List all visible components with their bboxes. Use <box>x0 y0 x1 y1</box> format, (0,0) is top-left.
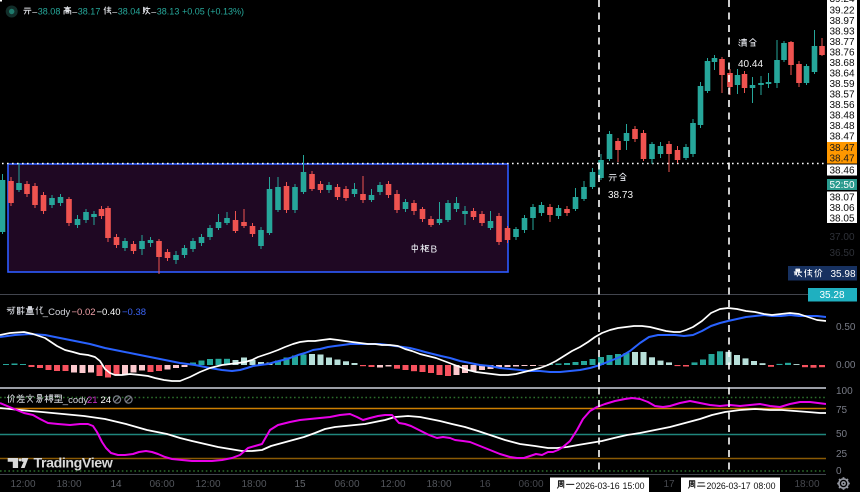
svg-text:38.46: 38.46 <box>829 166 854 177</box>
svg-text:38.48: 38.48 <box>829 111 854 122</box>
svg-text:35.98: 35.98 <box>830 269 855 280</box>
svg-text:39.24: 39.24 <box>829 0 854 5</box>
svg-text:38.13: 38.13 <box>157 7 180 17</box>
svg-text:38.57: 38.57 <box>829 90 854 101</box>
svg-text:38.76: 38.76 <box>829 48 854 59</box>
svg-text:06:00: 06:00 <box>334 479 359 490</box>
svg-text:38.56: 38.56 <box>829 100 854 111</box>
svg-text:24: 24 <box>101 395 112 406</box>
svg-text:06:00: 06:00 <box>518 479 543 490</box>
svg-text:–: – <box>32 7 37 17</box>
svg-text:52:50: 52:50 <box>829 180 854 191</box>
svg-text:12:00: 12:00 <box>380 479 405 490</box>
svg-text:38.73: 38.73 <box>608 190 633 201</box>
svg-text:B: B <box>431 245 438 256</box>
svg-text:14: 14 <box>110 479 122 490</box>
svg-text:38.07: 38.07 <box>829 192 854 203</box>
svg-text:08:00: 08:00 <box>754 481 776 491</box>
svg-text:38.93: 38.93 <box>829 27 854 38</box>
svg-text:–: – <box>112 7 117 17</box>
svg-text:100: 100 <box>836 386 853 397</box>
svg-text:38.47: 38.47 <box>829 143 854 154</box>
svg-text:38.64: 38.64 <box>829 69 854 80</box>
svg-text:38.47: 38.47 <box>829 154 854 165</box>
svg-text:21: 21 <box>87 395 98 406</box>
svg-text:50: 50 <box>836 429 848 440</box>
svg-text:75: 75 <box>836 405 848 416</box>
svg-text:–: – <box>151 7 156 17</box>
svg-text:−0.38: −0.38 <box>122 307 146 318</box>
svg-text:15: 15 <box>294 479 306 490</box>
svg-text:0.50: 0.50 <box>836 322 856 333</box>
svg-text:38.77: 38.77 <box>829 37 854 48</box>
svg-text:0.00: 0.00 <box>836 360 856 371</box>
svg-text:39.22: 39.22 <box>829 6 854 17</box>
svg-text:38.47: 38.47 <box>829 132 854 143</box>
svg-text:37.00: 37.00 <box>829 232 854 243</box>
svg-text:18:00: 18:00 <box>241 479 266 490</box>
svg-text:38.06: 38.06 <box>829 203 854 214</box>
svg-text:12:00: 12:00 <box>10 479 35 490</box>
svg-text:38.48: 38.48 <box>829 121 854 132</box>
svg-text:_cody: _cody <box>62 395 89 406</box>
svg-text:+0.05 (+0.13%): +0.05 (+0.13%) <box>182 7 244 17</box>
svg-text:2026-03-17: 2026-03-17 <box>707 481 751 491</box>
svg-text:38.97: 38.97 <box>829 16 854 27</box>
svg-text:38.05: 38.05 <box>829 213 854 224</box>
svg-text:35.28: 35.28 <box>819 290 844 301</box>
svg-text:18:00: 18:00 <box>426 479 451 490</box>
svg-text:_Cody: _Cody <box>42 307 71 318</box>
svg-text:38.17: 38.17 <box>78 7 101 17</box>
svg-text:2026-03-16: 2026-03-16 <box>576 481 620 491</box>
svg-text:12:00: 12:00 <box>195 479 220 490</box>
svg-text:−0.40: −0.40 <box>97 307 121 318</box>
svg-text:18:00: 18:00 <box>56 479 81 490</box>
svg-text:17: 17 <box>663 479 675 490</box>
svg-text:15:00: 15:00 <box>623 481 645 491</box>
svg-text:25: 25 <box>836 449 848 460</box>
svg-text:36.50: 36.50 <box>829 248 854 259</box>
svg-text:−0.02: −0.02 <box>72 307 96 318</box>
svg-text:38.68: 38.68 <box>829 58 854 69</box>
svg-text:TradingView: TradingView <box>34 456 114 472</box>
svg-text:40.44: 40.44 <box>738 59 763 70</box>
svg-text:18:00: 18:00 <box>794 479 819 490</box>
svg-text:38.59: 38.59 <box>829 79 854 90</box>
svg-text:06:00: 06:00 <box>149 479 174 490</box>
svg-text:16: 16 <box>479 479 491 490</box>
svg-text:38.08: 38.08 <box>38 7 61 17</box>
svg-text:38.04: 38.04 <box>118 7 141 17</box>
svg-text:–: – <box>72 7 77 17</box>
svg-text:0: 0 <box>836 466 842 477</box>
